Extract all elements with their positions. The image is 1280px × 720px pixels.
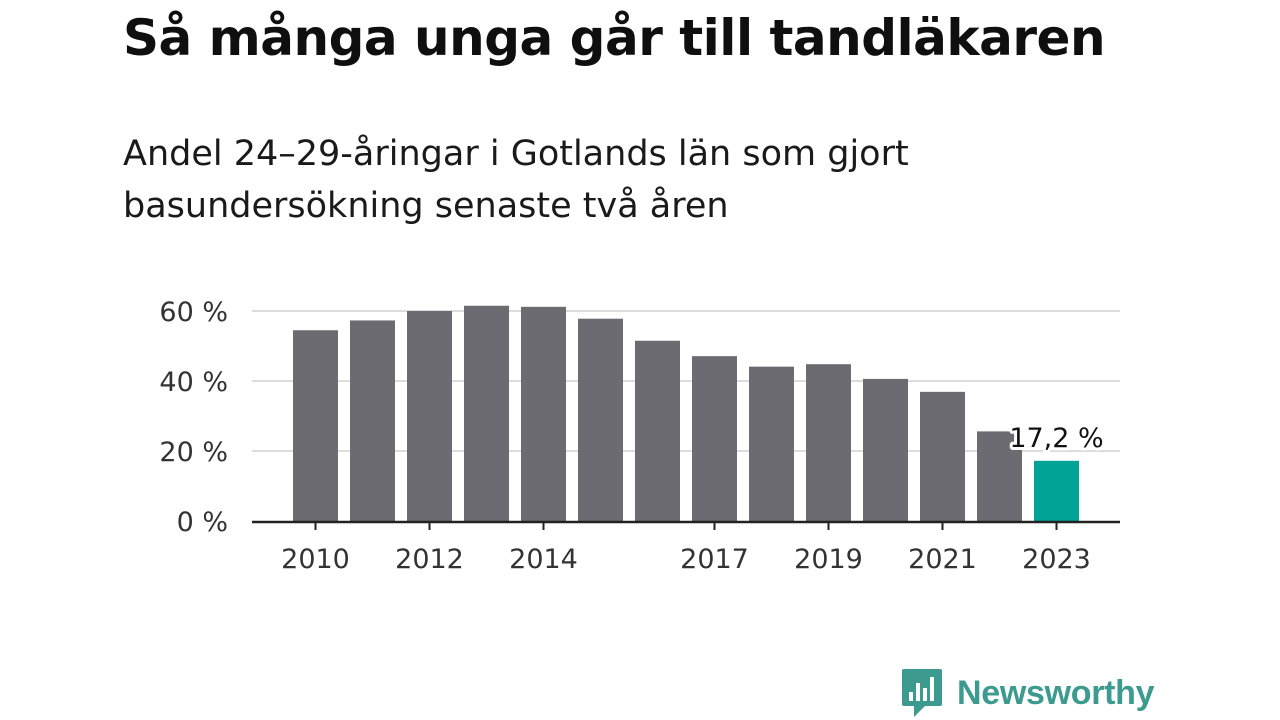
y-tick-label: 20 % (159, 437, 228, 468)
bar-2019 (806, 364, 851, 521)
brand-name: Newsworthy (957, 673, 1155, 712)
chart-title: Så många unga går till tandläkaren (123, 9, 1106, 67)
bar-chart: 0 % 20 % 40 % 60 % 2010 2012 2014 2017 2019 2021 2… (159, 297, 1120, 575)
y-tick-label: 40 % (159, 367, 228, 398)
newsworthy-logo-icon (902, 669, 942, 717)
bar-2010 (293, 330, 338, 521)
x-tick-label: 2019 (794, 544, 863, 575)
x-tick-label: 2014 (509, 544, 578, 575)
x-tick-label: 2017 (680, 544, 749, 575)
x-tick-label: 2012 (395, 544, 464, 575)
bar-2014 (521, 306, 566, 521)
bar-2015 (578, 318, 623, 521)
y-tick-label: 60 % (159, 297, 228, 328)
y-tick-label: 0 % (177, 507, 228, 538)
bar-2020 (863, 378, 908, 521)
chart-subtitle: Andel 24–29-åringar i Gotlands län som g… (123, 134, 909, 226)
bar-2018 (749, 366, 794, 521)
bar-2013 (464, 305, 509, 521)
bar-2016 (635, 340, 680, 521)
bar-2023 (1034, 460, 1079, 521)
newsworthy-brand: Newsworthy (901, 668, 1155, 718)
data-label-2023: 17,2 % (1009, 423, 1103, 454)
bar-2012 (407, 311, 452, 521)
bar-2021 (920, 391, 965, 521)
bar-2011 (350, 320, 395, 521)
bar-2022 (977, 431, 1022, 521)
bar-2017 (692, 356, 737, 521)
x-tick-label: 2010 (281, 544, 350, 575)
x-tick-label: 2021 (908, 544, 977, 575)
x-tick-label: 2023 (1022, 544, 1091, 575)
